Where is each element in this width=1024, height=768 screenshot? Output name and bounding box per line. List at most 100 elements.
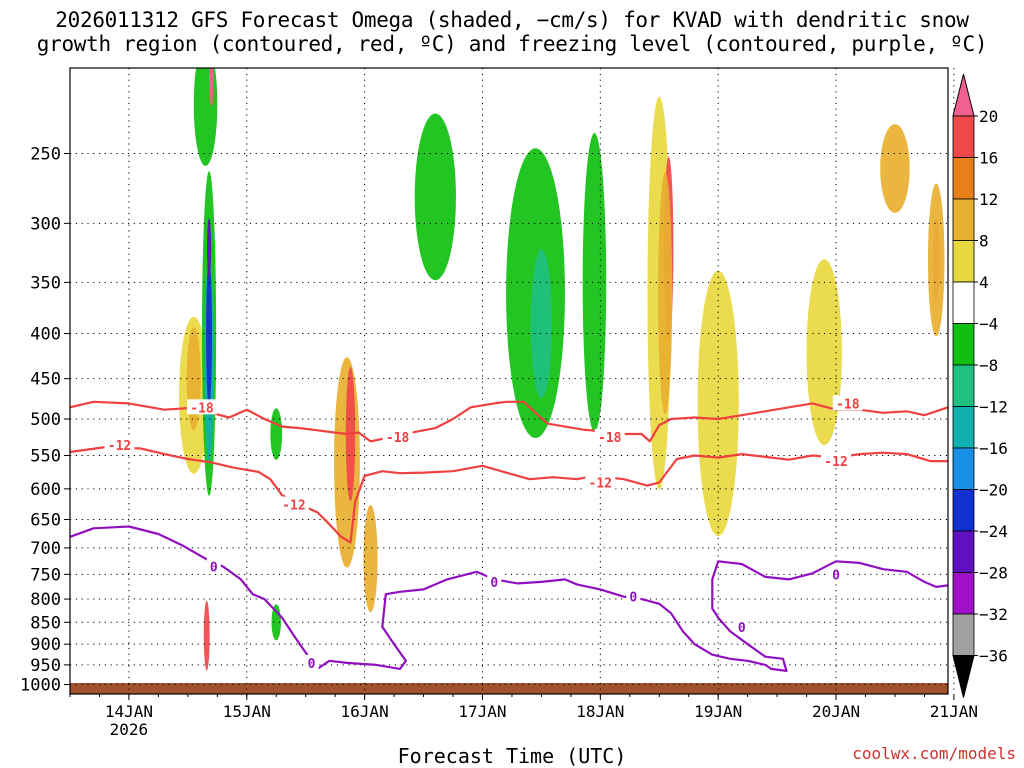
omega-shade-9 [270, 408, 283, 460]
colorbar-swatch-5 [952, 281, 975, 324]
colorbar-swatch-12 [952, 572, 975, 615]
contour-label-1-1: -12 [282, 498, 305, 513]
colorbar-swatch-6 [952, 323, 975, 366]
x-axis-label: Forecast Time (UTC) [397, 744, 627, 768]
omega-shade-8 [203, 600, 210, 671]
contour-line-0 [70, 525, 948, 672]
colorbar-swatch-2 [952, 157, 975, 200]
x-tick-label-15jan: 15JAN [223, 702, 271, 721]
colorbar-label-0: 20 [979, 107, 998, 126]
colorbar-swatch-4 [952, 240, 975, 283]
chart-title-line-1: 2026011312 GFS Forecast Omega (shaded, −… [55, 8, 969, 32]
plot-frame [69, 67, 949, 695]
omega-shade-14 [414, 113, 456, 281]
contour-label-0-0: -18 [190, 401, 214, 416]
omega-shade-7 [209, 68, 214, 107]
contour-label-2-1: 0 [308, 657, 316, 672]
contour-label-1-3: -12 [824, 455, 847, 470]
y-tick-label-400: 400 [30, 325, 61, 345]
contour-label-2-3: 0 [629, 591, 637, 606]
colorbar-swatch-11 [952, 530, 975, 573]
x-tick-sublabel-year: 2026 [110, 720, 149, 739]
x-tick-label-18jan: 18JAN [576, 702, 624, 721]
contour-label-bg-1-3 [821, 453, 852, 469]
colorbar-label-6: −8 [979, 356, 998, 375]
colorbar-label-11: −28 [979, 564, 1008, 583]
x-tick-label-21jan: 21JAN [930, 702, 978, 721]
credit-text: coolwx.com/models [852, 744, 1016, 763]
contour-label-1-2: -12 [589, 476, 612, 491]
colorbar-label-4: 4 [979, 273, 989, 292]
y-tick-label-300: 300 [30, 214, 61, 234]
omega-shade-17 [582, 132, 607, 432]
y-tick-label-900: 900 [30, 635, 61, 655]
x-tick-label-14jan: 14JAN [105, 702, 153, 721]
y-tick-label-250: 250 [30, 144, 61, 164]
contour-label-bg-2-0 [206, 558, 221, 574]
contour-label-bg-2-1 [304, 654, 319, 670]
colorbar-label-5: −4 [979, 315, 998, 334]
contour-label-bg-0-1 [382, 428, 413, 444]
y-tick-label-1000: 1000 [20, 676, 61, 696]
colorbar-swatch-1 [952, 115, 975, 158]
y-tick-label-650: 650 [30, 511, 61, 531]
contour-label-1-0: -12 [108, 439, 131, 454]
contour-label-bg-2-2 [487, 573, 502, 589]
colorbar-label-8: −16 [979, 439, 1008, 458]
contour-label-0-3: -18 [836, 397, 860, 412]
omega-shade-5 [206, 260, 213, 407]
contour-label-2-2: 0 [490, 576, 498, 591]
chart-title-line-2: growth region (contoured, red, ºC) and f… [36, 32, 988, 56]
y-tick-label-800: 800 [30, 590, 61, 610]
colorbar-label-9: −20 [979, 481, 1008, 500]
contour-line-minus12 [70, 446, 948, 544]
x-tick-label-19jan: 19JAN [694, 702, 742, 721]
colorbar-label-1: 16 [979, 149, 998, 168]
colorbar-swatch-13 [952, 613, 975, 656]
contour-line-minus18 [70, 400, 948, 443]
y-tick-label-450: 450 [30, 370, 61, 390]
y-tick-label-600: 600 [30, 480, 61, 500]
omega-shade-21 [697, 270, 739, 537]
y-tick-label-950: 950 [30, 656, 61, 676]
contour-label-bg-0-3 [832, 395, 863, 411]
contour-label-0-1: -18 [386, 431, 410, 446]
colorbar-label-7: −12 [979, 398, 1008, 417]
contour-label-2-4: 0 [738, 621, 746, 636]
contour-label-bg-0-2 [594, 428, 625, 444]
omega-shade-13 [363, 505, 378, 613]
contour-label-bg-2-5 [829, 566, 844, 582]
omega-shade-16 [530, 249, 553, 399]
contour-label-bg-1-2 [585, 474, 616, 490]
colorbar-bottom-arrow [952, 655, 975, 698]
colorbar-label-3: 8 [979, 232, 989, 251]
colorbar-label-2: 12 [979, 190, 998, 209]
contour-label-bg-1-0 [104, 436, 135, 452]
colorbar-top-arrow [952, 73, 975, 117]
omega-shade-23 [880, 124, 910, 213]
contour-label-2-5: 0 [832, 568, 840, 583]
contour-label-bg-2-4 [734, 618, 749, 634]
colorbar-swatch-3 [952, 198, 975, 241]
contour-label-0-2: -18 [598, 431, 622, 446]
contour-label-bg-2-3 [626, 588, 641, 604]
colorbar-label-12: −32 [979, 605, 1008, 624]
plot-background [70, 68, 948, 694]
omega-shade-20 [658, 172, 673, 415]
contour-label-2-0: 0 [210, 561, 218, 576]
colorbar-swatch-7 [952, 364, 975, 407]
contour-label-bg-0-0 [186, 399, 217, 415]
y-tick-label-550: 550 [30, 447, 61, 467]
omega-shade-2 [193, 68, 218, 166]
x-tick-label-20jan: 20JAN [812, 702, 860, 721]
colorbar-swatch-8 [952, 406, 975, 449]
omega-shade-22 [806, 259, 842, 446]
y-tick-label-700: 700 [30, 539, 61, 559]
colorbar-swatch-9 [952, 447, 975, 490]
y-tick-label-350: 350 [30, 273, 61, 293]
colorbar-label-10: −24 [979, 522, 1008, 541]
y-tick-label-850: 850 [30, 613, 61, 633]
omega-shade-6 [207, 218, 212, 279]
y-tick-label-750: 750 [30, 565, 61, 585]
